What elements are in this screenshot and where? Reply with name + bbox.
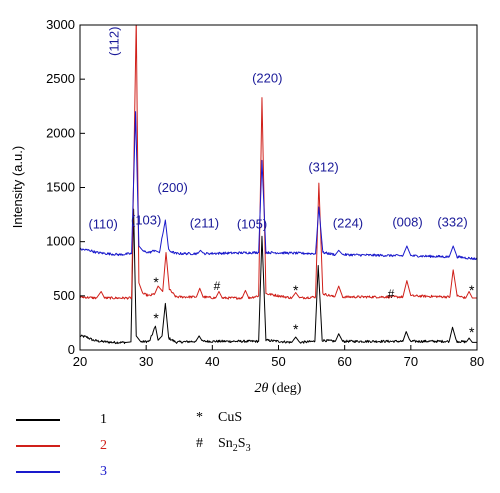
x-tick-label: 20 [73, 354, 87, 369]
y-tick-label: 500 [53, 288, 75, 303]
x-tick-label: 30 [139, 354, 153, 369]
annotation-layer: (110) (112) (103) (200) (211) (105) (220) (312)… [88, 27, 475, 340]
miller-index-label: (211) [190, 216, 219, 231]
series-line-2 [80, 25, 477, 300]
cus-marker: * [469, 282, 475, 298]
note-label-cus: CuS [218, 410, 243, 425]
x-tick-label: 70 [404, 354, 418, 369]
miller-index-label: (220) [252, 70, 282, 85]
legend-label-2: 2 [100, 438, 107, 453]
y-tick-label: 2500 [46, 71, 75, 86]
sn2s3-marker: # [388, 287, 395, 301]
x-axis-label-unit: (deg) [268, 381, 301, 396]
miller-index-label: (224) [333, 216, 363, 231]
cus-marker: * [153, 310, 159, 326]
x-axis-label-symbol: 2θ [255, 381, 269, 396]
axis-layer: 20 30 40 50 60 70 80 0 500 1000 1500 2000 2500 3000 [46, 17, 484, 369]
legend-label-3: 3 [100, 464, 107, 479]
cus-marker: * [469, 324, 475, 340]
legend-label-1: 1 [100, 412, 107, 427]
y-tick-label: 1000 [46, 234, 75, 249]
sn2s3-marker: # [214, 279, 221, 293]
series-line-1 [80, 208, 477, 345]
note-symbol-star: * [196, 410, 203, 425]
miller-index-label: (105) [237, 217, 267, 232]
legend-line-1 [16, 419, 60, 421]
x-tick-label: 40 [205, 354, 219, 369]
miller-index-label: (110) [88, 217, 117, 232]
legend-line-2 [16, 445, 60, 447]
y-tick-label: 0 [68, 342, 75, 357]
x-tick-label: 80 [470, 354, 484, 369]
x-axis-label: 2θ (deg) [255, 381, 302, 396]
y-axis-label: Intensity (a.u.) [10, 146, 25, 228]
miller-index-label: (103) [131, 212, 161, 227]
miller-index-label: (200) [157, 180, 187, 195]
miller-index-label: (112) [106, 27, 121, 56]
x-tick-label: 60 [337, 354, 351, 369]
miller-index-label: (332) [437, 215, 467, 230]
cus-marker: * [153, 274, 159, 290]
y-tick-label: 1500 [46, 180, 75, 195]
y-tick-label: 3000 [46, 17, 75, 32]
cus-marker: * [293, 321, 299, 337]
note-label-sn2s3: Sn2S3 [218, 436, 251, 454]
y-tick-label: 2000 [46, 125, 75, 140]
xrd-chart: (110) (112) (103) (200) (211) (105) (220) (312)… [10, 17, 484, 396]
series-line-3 [80, 111, 477, 261]
plot-lines [80, 25, 477, 345]
legend: 1 2 3 * CuS # Sn2S3 [16, 400, 476, 490]
cus-marker: * [293, 282, 299, 298]
legend-line-3 [16, 471, 60, 473]
note-symbol-hash: # [196, 436, 203, 451]
miller-index-label: (312) [308, 159, 338, 174]
miller-index-label: (008) [392, 215, 422, 230]
x-tick-label: 50 [271, 354, 285, 369]
